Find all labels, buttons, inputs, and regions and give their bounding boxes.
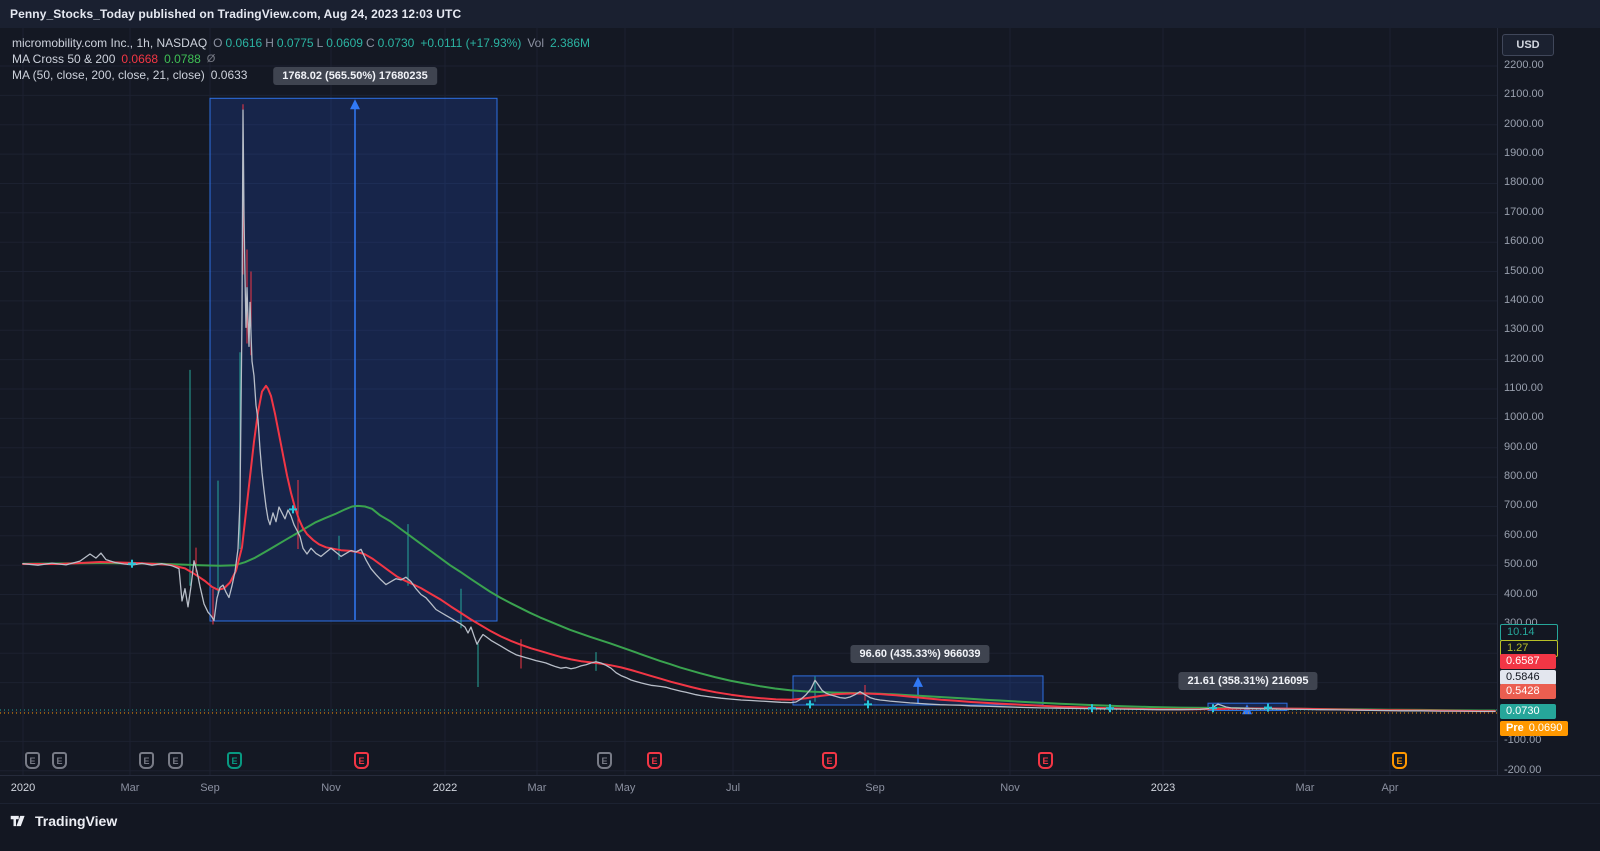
ohlc-key: O (213, 36, 223, 50)
time-axis-label: May (614, 782, 636, 794)
earnings-marker[interactable]: E (647, 752, 662, 769)
price-axis-label: 1400.00 (1504, 294, 1544, 306)
earnings-marker[interactable]: E (1038, 752, 1053, 769)
price-axis-label: 1900.00 (1504, 147, 1544, 159)
price-axis-label: 1100.00 (1504, 382, 1543, 394)
indicator-title-ma[interactable]: MA (50, close, 200, close, 21, close) (12, 68, 205, 82)
footer-bar: TradingView (0, 803, 1600, 851)
publish-bar: Penny_Stocks_Today published on TradingV… (0, 0, 1600, 28)
currency-button[interactable]: USD (1502, 34, 1554, 56)
price-axis-label: 1000.00 (1504, 411, 1544, 423)
price-axis-label: 1600.00 (1504, 235, 1544, 247)
measure-label[interactable]: 21.61 (358.31%) 216095 (1178, 672, 1318, 690)
earnings-marker[interactable]: E (168, 752, 183, 769)
ma-cross-markers (128, 505, 1272, 713)
ohlc-value: 0.0775 (276, 36, 314, 50)
ohlc-values: O 0.0616 H 0.0775 L 0.0609 C 0.0730 (213, 35, 414, 51)
price-axis-label: 500.00 (1504, 558, 1538, 570)
grid-layer (0, 28, 1497, 775)
ma200-line[interactable] (22, 504, 1496, 712)
price-axis-label: 400.00 (1504, 588, 1538, 600)
price-badge: 0.6587 (1500, 654, 1556, 669)
price-axis-label: -100.00 (1504, 734, 1542, 746)
time-axis-label: Nov (1000, 782, 1020, 794)
ma50-line[interactable] (22, 384, 1496, 713)
price-axis-label: 900.00 (1504, 441, 1538, 453)
price-chart-canvas[interactable] (0, 28, 1600, 775)
earnings-marker[interactable]: E (822, 752, 837, 769)
price-axis-label: 1200.00 (1504, 353, 1544, 365)
price-axis-label: 800.00 (1504, 470, 1538, 482)
ma200-value: 0.0788 (164, 52, 201, 66)
publish-text: Penny_Stocks_Today published on TradingV… (10, 7, 462, 21)
earnings-marker[interactable]: E (597, 752, 612, 769)
ohlc-key: C (365, 36, 375, 50)
time-axis-label: Mar (527, 782, 547, 794)
chart-area[interactable]: USD micromobility.com Inc., 1h, NASDAQ O… (0, 28, 1600, 776)
earnings-marker[interactable]: E (1392, 752, 1407, 769)
indicator-title-ma-cross[interactable]: MA Cross 50 & 200 (12, 52, 116, 66)
brand-name: TradingView (35, 813, 118, 829)
measure-tool[interactable] (209, 97, 498, 622)
ohlc-key: H (265, 36, 274, 50)
price-axis-label: 2200.00 (1504, 59, 1544, 71)
time-axis-label: Sep (865, 782, 885, 794)
ohlc-key: L (316, 36, 324, 50)
volume-label: Vol (527, 36, 545, 50)
price-axis-label: 2000.00 (1504, 118, 1544, 130)
price-axis-label: -200.00 (1504, 764, 1542, 776)
price-badge: 0.0730 (1500, 704, 1556, 719)
ma50-value: 0.0668 (121, 52, 159, 66)
ma21-value: 0.0633 (210, 68, 248, 82)
price-axis-label: 700.00 (1504, 499, 1538, 511)
ohlc-value: 0.0609 (326, 36, 363, 50)
time-axis-label: 2022 (432, 782, 458, 794)
ohlc-value: 0.0730 (377, 36, 415, 50)
legend: micromobility.com Inc., 1h, NASDAQ O 0.06… (12, 35, 590, 83)
price-badge: 10.14 (1500, 624, 1558, 641)
legend-ma-cross-row: MA Cross 50 & 200 0.0668 0.0788 Ø (12, 51, 590, 67)
price-badge: 0.5846 (1500, 670, 1556, 685)
price-badge: 0.5428 (1500, 684, 1556, 699)
price-axis-label: 2100.00 (1504, 88, 1544, 100)
tradingview-logo[interactable]: TradingView (10, 813, 117, 829)
time-axis-label: 2020 (10, 782, 36, 794)
price-axis-separator (1497, 28, 1498, 775)
symbol-title[interactable]: micromobility.com Inc., 1h, NASDAQ (12, 36, 208, 50)
time-axis-label: Sep (200, 782, 220, 794)
volume-value: 2.386M (550, 36, 591, 50)
price-line[interactable] (22, 109, 1496, 713)
earnings-marker[interactable]: E (227, 752, 242, 769)
price-axis-label: 1300.00 (1504, 323, 1544, 335)
tradingview-logo-icon (10, 815, 25, 827)
time-axis-label: Nov (321, 782, 341, 794)
earnings-marker[interactable]: E (25, 752, 40, 769)
time-axis-label: 2023 (1150, 782, 1176, 794)
earnings-marker[interactable]: E (354, 752, 369, 769)
crossing-indicator-icon: Ø (206, 53, 216, 65)
earnings-marker[interactable]: E (52, 752, 67, 769)
earnings-marker[interactable]: E (139, 752, 154, 769)
time-axis[interactable]: 2020 Mar Sep Nov 2022 Mar May Jul Sep Nov 2023 Mar A… (0, 775, 1600, 803)
price-axis-label: 1800.00 (1504, 176, 1544, 188)
price-change: +0.0111 (+17.93%) (420, 36, 522, 50)
price-axis-label: 600.00 (1504, 529, 1538, 541)
price-badge: Pre 0.0690 (1500, 721, 1569, 736)
time-axis-label: Apr (1381, 782, 1399, 794)
measure-label[interactable]: 1768.02 (565.50%) 17680235 (273, 67, 437, 85)
measure-label[interactable]: 96.60 (435.33%) 966039 (850, 645, 990, 663)
legend-ma-row: MA (50, close, 200, close, 21, close) 0.… (12, 67, 590, 83)
time-axis-label: Mar (1295, 782, 1315, 794)
ohlc-value: 0.0616 (225, 36, 263, 50)
premarket-prefix: Pre (1506, 722, 1524, 734)
legend-symbol-row: micromobility.com Inc., 1h, NASDAQ O 0.06… (12, 35, 590, 51)
price-axis-label: 1700.00 (1504, 206, 1544, 218)
time-axis-label: Mar (120, 782, 140, 794)
price-axis-label: 1500.00 (1504, 265, 1544, 277)
time-axis-label: Jul (725, 782, 741, 794)
